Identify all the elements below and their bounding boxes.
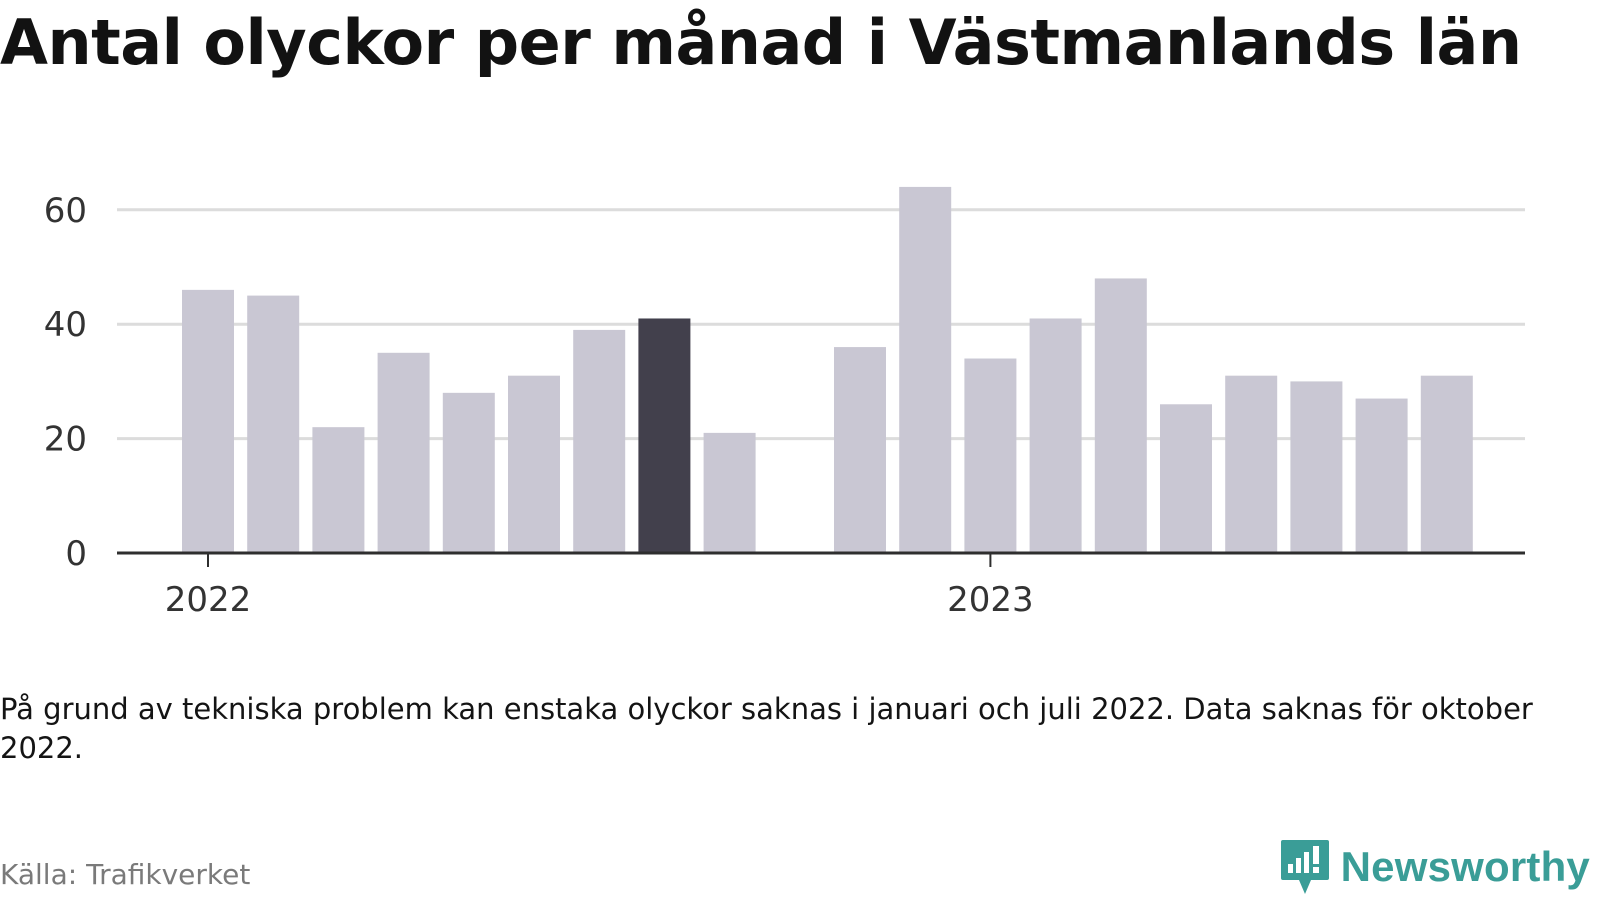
bar-2023-08	[1420, 375, 1473, 553]
brand-name: Newsworthy	[1340, 843, 1590, 890]
chart-title: Antal olyckor per månad i Västmanlands l…	[0, 6, 1522, 79]
bar-2022-08	[638, 318, 691, 553]
x-tick-label: 2022	[165, 580, 252, 620]
y-tick-label: 60	[44, 191, 87, 231]
newsworthy-logo-icon	[1280, 840, 1329, 894]
bar-2023-06	[1290, 381, 1343, 553]
labels: 0 20 40 60 2022 2023	[44, 191, 1034, 620]
source-credit: Källa: Trafikverket	[0, 858, 251, 891]
bar-2023-01	[964, 358, 1017, 553]
bars	[182, 186, 1473, 554]
axes	[117, 551, 1525, 567]
bar-2023-07	[1355, 398, 1408, 553]
y-tick-label: 20	[44, 420, 87, 460]
bar-2022-03	[312, 427, 365, 553]
chart-footnote: På grund av tekniska problem kan enstaka…	[0, 692, 1533, 765]
y-tick-label: 0	[65, 534, 87, 574]
bar-2022-09	[703, 432, 756, 553]
bar-2022-05	[442, 392, 495, 553]
bar-2023-02	[1029, 318, 1082, 553]
bar-2022-12	[899, 186, 952, 554]
bar-2023-03	[1094, 278, 1147, 553]
bar-chart: 0 20 40 60 2022 2023	[44, 186, 1525, 620]
bar-2022-06	[508, 375, 560, 553]
newsworthy-brand[interactable]: Newsworthy	[1279, 838, 1590, 896]
bar-2022-07	[573, 329, 626, 553]
bar-2023-05	[1225, 375, 1278, 553]
y-tick-label: 40	[44, 305, 87, 345]
bar-2022-02	[247, 295, 300, 553]
bar-2022-04	[377, 352, 430, 553]
bar-2023-04	[1160, 404, 1212, 553]
bar-2022-11	[834, 347, 886, 553]
x-tick-label: 2023	[947, 580, 1034, 620]
bar-2022-01	[182, 289, 234, 553]
